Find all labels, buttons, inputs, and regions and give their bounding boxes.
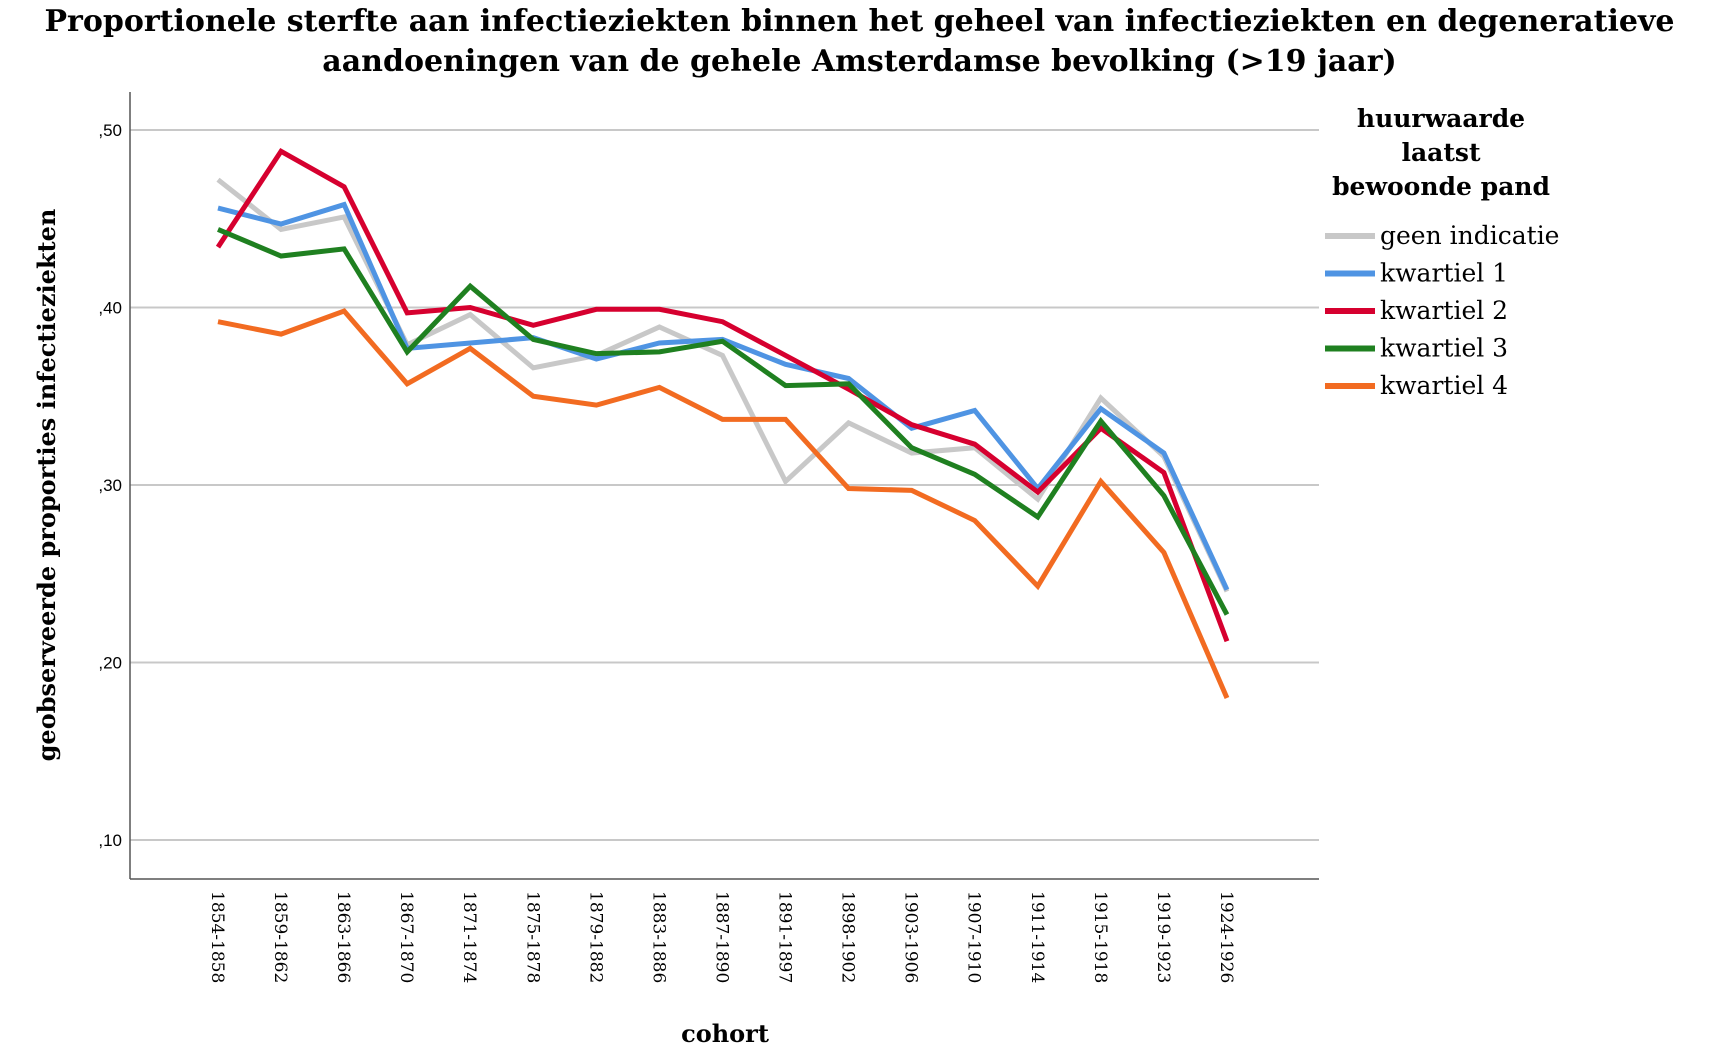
x-tick-label: 1867-1870 [396, 891, 416, 983]
x-tick-label: 1891-1897 [775, 891, 795, 983]
series-line-kwartiel-2 [215, 147, 1230, 643]
legend-title: laatst [1401, 138, 1481, 167]
series-line-kwartiel-1 [217, 201, 1230, 591]
x-tick-label: 1907-1910 [964, 891, 984, 983]
legend-label: kwartiel 4 [1380, 371, 1508, 400]
legend-title: bewoonde pand [1332, 172, 1550, 201]
y-axis-label: geobserveerde proporties infectieziekten [32, 209, 61, 762]
y-tick-label: ,40 [98, 299, 122, 318]
x-tick-label: 1919-1923 [1153, 891, 1173, 983]
y-tick-label: ,20 [98, 654, 122, 673]
x-tick-label: 1903-1906 [901, 891, 921, 983]
x-tick-label: 1854-1858 [207, 891, 227, 983]
x-axis-label: cohort [681, 1019, 769, 1047]
legend-label: geen indicatie [1380, 221, 1559, 250]
x-tick-label: 1859-1862 [270, 891, 290, 983]
title-line-2: aandoeningen van de gehele Amsterdamse b… [322, 44, 1397, 79]
x-tick-label: 1915-1918 [1090, 891, 1110, 983]
x-tick-label: 1871-1874 [459, 891, 479, 983]
x-tick-label: 1898-1902 [838, 891, 858, 983]
x-tick-label: 1911-1914 [1027, 891, 1047, 983]
y-tick-label: ,30 [98, 476, 122, 495]
x-tick-label: 1924-1926 [1216, 891, 1236, 983]
legend-label: kwartiel 3 [1380, 334, 1508, 363]
legend-title: huurwaarde [1357, 104, 1525, 133]
y-tick-label: ,10 [98, 831, 122, 850]
title-line-1: Proportionele sterfte aan infectieziekte… [44, 4, 1675, 39]
chart-title: Proportionele sterfte aan infectieziekte… [0, 2, 1719, 82]
y-tick-label: ,50 [98, 121, 122, 140]
x-tick-label: 1883-1886 [648, 891, 668, 983]
x-tick-label: 1875-1878 [522, 891, 542, 983]
x-tick-label: 1863-1866 [333, 891, 353, 983]
x-tick-label: 1879-1882 [585, 891, 605, 983]
legend-label: kwartiel 2 [1380, 296, 1508, 325]
series-line-kwartiel-3 [217, 227, 1230, 616]
x-tick-label: 1887-1890 [711, 891, 731, 983]
series-line-kwartiel-4 [217, 308, 1230, 699]
legend-label: kwartiel 1 [1380, 259, 1508, 288]
